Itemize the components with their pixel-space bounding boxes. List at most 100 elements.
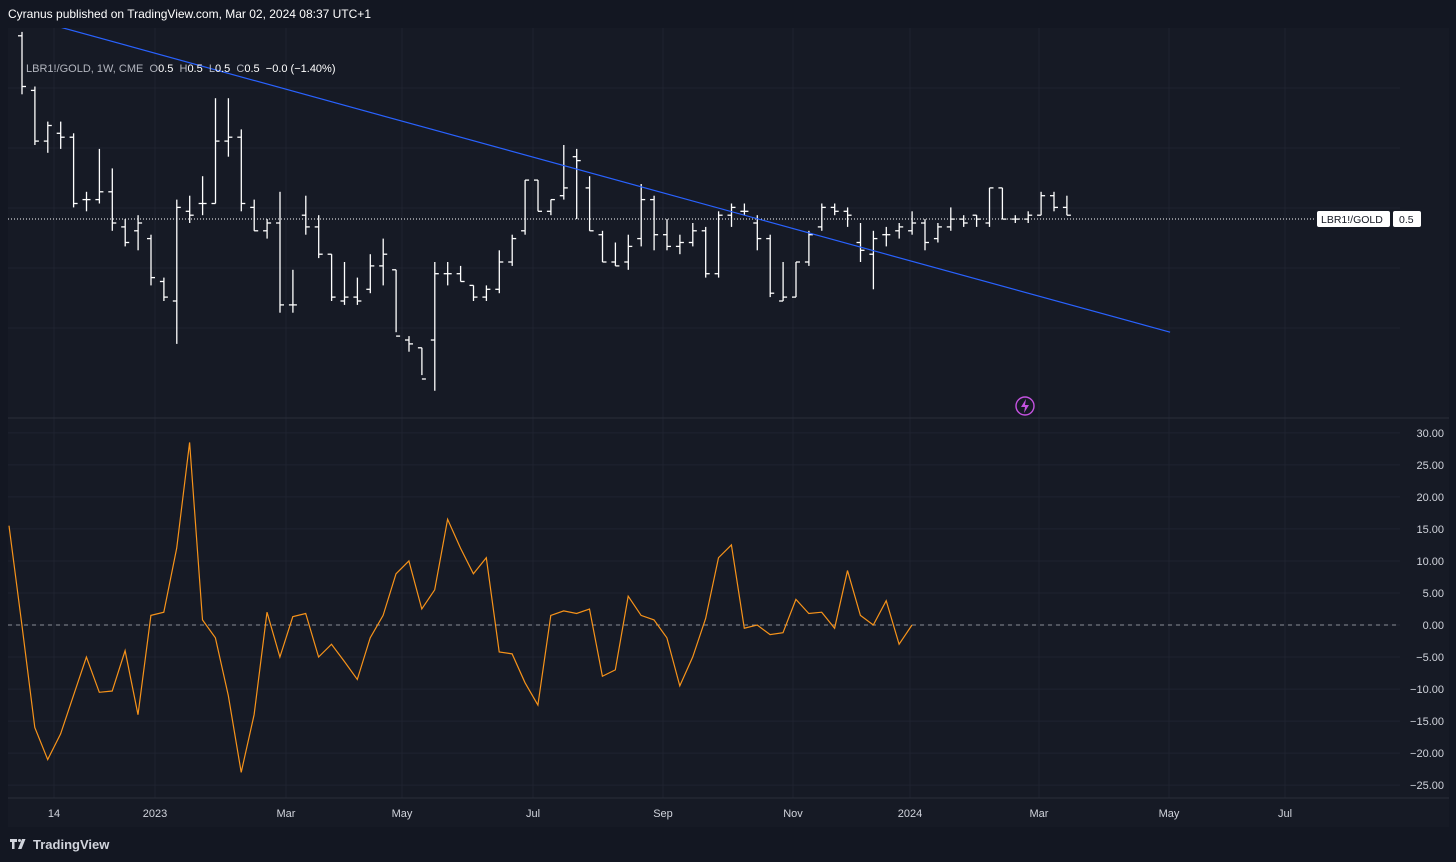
ohlc-bar — [392, 269, 401, 337]
ohlc-bar — [546, 198, 555, 216]
trendline[interactable] — [8, 28, 1171, 333]
ohlc-bar — [843, 207, 852, 227]
ohlc-bar — [727, 203, 736, 227]
ohlc-bar — [250, 199, 259, 232]
legend-high-value: 0.5 — [187, 63, 203, 75]
ohlc-bar — [340, 262, 349, 305]
ohlc-bar — [56, 121, 65, 149]
oscillator-axis: 30.00 25.00 20.00 15.00 10.00 5.00 0.00 −5.00 −1… — [1410, 428, 1444, 792]
x-tick-label: May — [1159, 808, 1180, 820]
ohlc-bar — [211, 98, 220, 205]
y-tick-label: 5.00 — [1423, 588, 1444, 600]
ohlc-bar — [1062, 195, 1071, 216]
ohlc-bar — [921, 219, 929, 251]
tradingview-logo-icon — [10, 838, 26, 849]
ohlc-bar — [895, 223, 904, 239]
ohlc-bar — [288, 269, 297, 313]
brand-label: TradingView — [33, 837, 110, 852]
ohlc-bar — [585, 176, 594, 232]
legend-close-label: C — [236, 63, 245, 75]
ohlc-bar — [456, 265, 465, 283]
y-tick-label: 20.00 — [1416, 492, 1444, 504]
ohlc-bar — [224, 98, 233, 157]
ohlc-bar — [637, 184, 646, 247]
footer: TradingView — [0, 827, 1456, 862]
chart-legend: LBR1!/GOLD, 1W, CME O0.5 H0.5 L0.5 C0.5 … — [26, 63, 336, 75]
ohlc-bar — [740, 203, 749, 216]
y-tick-label: 0.00 — [1423, 620, 1444, 632]
ohlc-bar — [675, 234, 684, 255]
grid-lines — [8, 28, 1400, 798]
ohlc-bar — [147, 234, 155, 286]
ohlc-bar — [237, 129, 246, 212]
ohlc-bar — [559, 145, 568, 200]
ohlc-bar — [1024, 211, 1033, 223]
oscillator-pane — [8, 442, 1400, 773]
ohlc-bar — [856, 223, 865, 262]
ohlc-bar — [482, 285, 491, 301]
y-tick-label: 30.00 — [1416, 428, 1444, 440]
x-tick-label: Mar — [277, 808, 296, 820]
chart-frame[interactable]: LBR1!/GOLD 0.5 30.00 25.00 20.00 15.00 10.00… — [8, 28, 1449, 827]
y-tick-label: −15.00 — [1410, 716, 1444, 728]
ohlc-bar — [792, 261, 800, 298]
ohlc-bar — [766, 234, 775, 298]
legend-open-label: O — [149, 63, 159, 75]
ohlc-bar — [263, 219, 272, 239]
x-tick-label: 2024 — [898, 808, 922, 820]
ohlc-bar — [134, 215, 143, 251]
ohlc-bar — [804, 230, 813, 266]
ohlc-bar — [43, 121, 52, 153]
x-tick-label: Sep — [653, 808, 673, 820]
ohlc-bar — [417, 347, 426, 380]
ohlc-bar — [1050, 191, 1058, 212]
chart-canvas[interactable]: LBR1!/GOLD 0.5 30.00 25.00 20.00 15.00 10.00… — [8, 28, 1449, 827]
ohlc-bar — [198, 176, 207, 216]
publish-info: Cyranus published on TradingView.com, Ma… — [0, 0, 1456, 28]
oscillator-series-line — [8, 442, 913, 773]
ohlc-bar — [508, 234, 517, 266]
y-tick-label: 10.00 — [1416, 556, 1444, 568]
ohlc-bar — [82, 191, 91, 212]
ohlc-bar — [327, 253, 336, 301]
ohlc-bar — [30, 86, 39, 145]
lightning-bolt-icon[interactable] — [1015, 396, 1035, 416]
ohlc-bar — [688, 223, 697, 247]
legend-open-value: 0.5 — [158, 63, 174, 75]
tradingview-brand[interactable]: TradingView — [10, 837, 109, 852]
ohlc-bar — [650, 195, 659, 251]
x-tick-label: 2023 — [143, 808, 167, 820]
ohlc-bar — [430, 262, 439, 391]
ohlc-bar — [121, 219, 130, 247]
x-tick-label: May — [392, 808, 413, 820]
legend-low-label: L — [208, 63, 215, 75]
legend-change: −0.0 (−1.40%) — [265, 63, 336, 75]
ohlc-bar — [572, 148, 581, 220]
ohlc-bar — [882, 226, 891, 247]
ohlc-bar — [972, 214, 981, 227]
price-tag: LBR1!/GOLD 0.5 — [1317, 211, 1421, 227]
ohlc-bar — [701, 226, 710, 278]
ohlc-bar — [663, 219, 671, 251]
y-tick-label: −20.00 — [1410, 748, 1444, 760]
ohlc-bar — [959, 215, 968, 227]
x-tick-label: Mar — [1030, 808, 1049, 820]
ohlc-bar — [985, 187, 994, 227]
ohlc-bar — [611, 242, 620, 267]
legend-symbol: LBR1!/GOLD, 1W, CME — [26, 63, 144, 75]
ohlc-bar — [366, 254, 375, 294]
ohlc-bar — [185, 195, 194, 223]
legend-high-label: H — [179, 63, 188, 75]
y-tick-label: −5.00 — [1416, 652, 1444, 664]
y-tick-label: 15.00 — [1416, 524, 1444, 536]
ohlc-bar — [598, 230, 607, 263]
ohlc-bar — [933, 223, 942, 243]
x-tick-label: Nov — [783, 808, 803, 820]
ohlc-bar — [779, 262, 788, 302]
ohlc-bar — [830, 203, 839, 216]
ohlc-bar — [18, 31, 26, 95]
ohlc-bar — [443, 262, 452, 286]
ohlc-bar — [998, 187, 1007, 220]
legend-low-value: 0.5 — [214, 63, 231, 75]
ohlc-bar — [908, 211, 917, 235]
